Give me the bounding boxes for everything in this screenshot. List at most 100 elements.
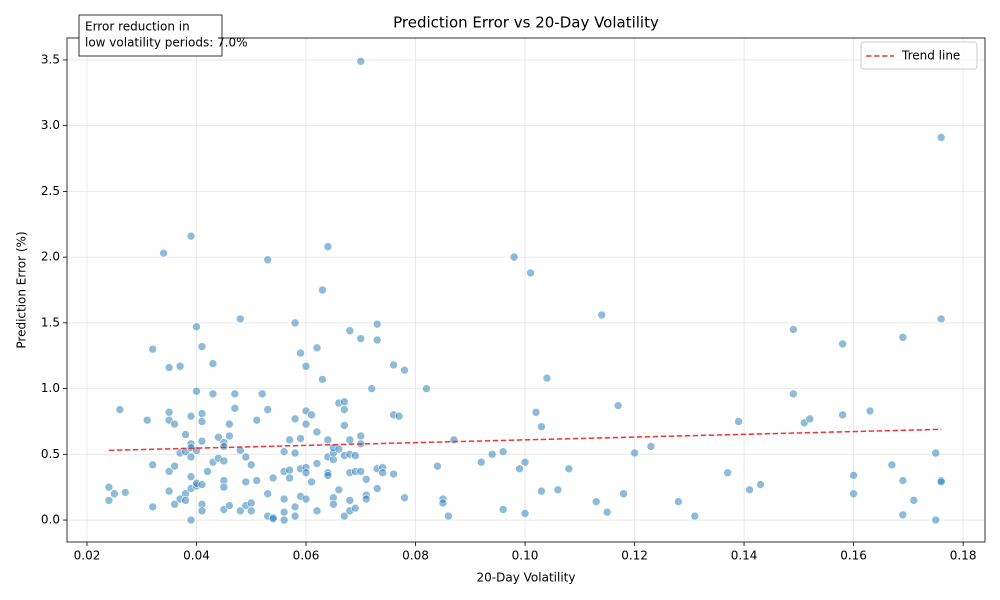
point [208, 389, 218, 399]
point [219, 482, 229, 492]
point [723, 468, 732, 478]
point [323, 471, 333, 480]
point [756, 480, 765, 489]
y-tick-label: 0.0 [41, 513, 60, 527]
point [197, 417, 207, 426]
point [290, 448, 300, 458]
point [515, 464, 524, 474]
y-tick-label: 3.5 [41, 52, 60, 66]
point [246, 460, 256, 470]
point [203, 467, 212, 476]
point [285, 473, 294, 483]
y-tick-label: 2.0 [41, 250, 60, 264]
point [674, 497, 683, 506]
point [476, 457, 486, 467]
point [312, 427, 322, 437]
x-tick-label: 0.14 [731, 549, 758, 563]
point [400, 365, 409, 375]
point [301, 361, 311, 371]
annotation-box [78, 14, 223, 57]
point [230, 389, 240, 399]
x-tick-label: 0.06 [293, 549, 320, 563]
x-axis-label: 20-Day Volatility [477, 571, 576, 585]
point [318, 285, 327, 295]
y-axis-label: Prediction Error (%) [15, 231, 29, 348]
annotation: Error reduction in low volatility periods… [78, 14, 248, 57]
point [789, 389, 798, 399]
point [148, 460, 157, 470]
point [372, 484, 382, 493]
point [340, 397, 349, 407]
point [252, 476, 262, 485]
x-tick-label: 0.18 [950, 549, 977, 563]
point [225, 501, 234, 510]
point [164, 363, 174, 372]
point [246, 498, 256, 508]
point [263, 489, 272, 499]
point [433, 461, 442, 471]
point [186, 452, 196, 462]
point [849, 489, 858, 499]
point [197, 342, 207, 351]
point [192, 386, 201, 396]
point [367, 384, 377, 393]
point [290, 318, 300, 328]
point [323, 435, 333, 445]
point [197, 506, 207, 516]
point [805, 414, 815, 424]
point [148, 502, 157, 512]
point [356, 56, 366, 66]
y-tick-label: 0.5 [41, 447, 60, 461]
point [252, 415, 262, 425]
point [318, 375, 327, 384]
point [121, 488, 130, 497]
plot-frame [66, 37, 986, 543]
point [887, 460, 897, 470]
legend-label: Trend line [901, 49, 960, 63]
point [312, 506, 322, 516]
point [186, 231, 196, 241]
point [296, 348, 305, 358]
point [290, 502, 300, 512]
point [602, 507, 612, 517]
point [323, 242, 333, 251]
point [164, 467, 174, 476]
point [613, 401, 623, 410]
point [498, 505, 508, 514]
point [219, 442, 229, 451]
point [438, 498, 448, 508]
point [296, 434, 305, 443]
point [301, 494, 311, 504]
point [110, 489, 119, 499]
point [789, 325, 798, 334]
x-tick-label: 0.12 [621, 549, 648, 563]
point [936, 133, 946, 142]
point [389, 469, 398, 479]
point [350, 451, 360, 460]
point [597, 310, 607, 320]
point [307, 477, 316, 487]
point [487, 450, 497, 459]
point [257, 389, 267, 399]
point [838, 410, 847, 420]
point [531, 407, 541, 417]
point [175, 361, 185, 371]
point [290, 414, 300, 424]
x-tick-label: 0.08 [402, 549, 429, 563]
point [345, 326, 355, 336]
point [170, 461, 179, 471]
x-tick-label: 0.16 [840, 549, 867, 563]
point [104, 496, 114, 505]
point [690, 511, 700, 521]
point [936, 314, 946, 324]
point [345, 435, 355, 445]
point [329, 499, 338, 509]
point [356, 467, 366, 476]
point [285, 465, 294, 475]
point [898, 476, 908, 485]
point [170, 419, 179, 429]
point [246, 506, 256, 516]
point [361, 494, 371, 504]
point [236, 314, 245, 324]
point [931, 515, 941, 525]
